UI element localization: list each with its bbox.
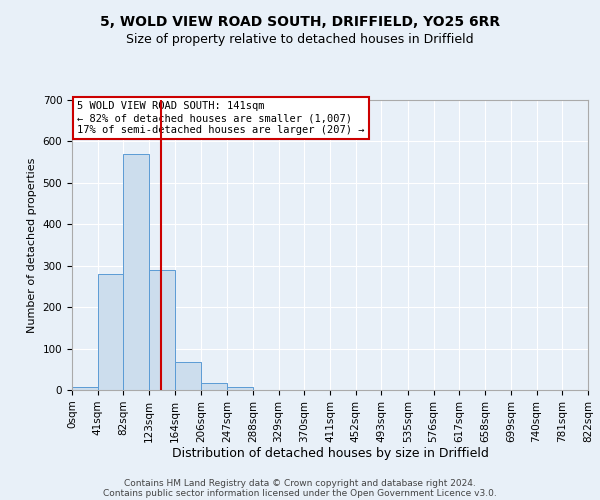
Bar xyxy=(72,386,98,390)
Y-axis label: Number of detached properties: Number of detached properties xyxy=(27,158,37,332)
Bar xyxy=(98,274,124,390)
Bar xyxy=(175,362,200,390)
Bar xyxy=(227,386,253,390)
Bar xyxy=(149,270,175,390)
Bar xyxy=(124,154,149,390)
Text: 5, WOLD VIEW ROAD SOUTH, DRIFFIELD, YO25 6RR: 5, WOLD VIEW ROAD SOUTH, DRIFFIELD, YO25… xyxy=(100,15,500,29)
Bar xyxy=(202,384,227,390)
Text: Size of property relative to detached houses in Driffield: Size of property relative to detached ho… xyxy=(126,32,474,46)
Text: Contains HM Land Registry data © Crown copyright and database right 2024.: Contains HM Land Registry data © Crown c… xyxy=(124,478,476,488)
Text: Contains public sector information licensed under the Open Government Licence v3: Contains public sector information licen… xyxy=(103,488,497,498)
X-axis label: Distribution of detached houses by size in Driffield: Distribution of detached houses by size … xyxy=(172,448,488,460)
Text: 5 WOLD VIEW ROAD SOUTH: 141sqm
← 82% of detached houses are smaller (1,007)
17% : 5 WOLD VIEW ROAD SOUTH: 141sqm ← 82% of … xyxy=(77,102,365,134)
